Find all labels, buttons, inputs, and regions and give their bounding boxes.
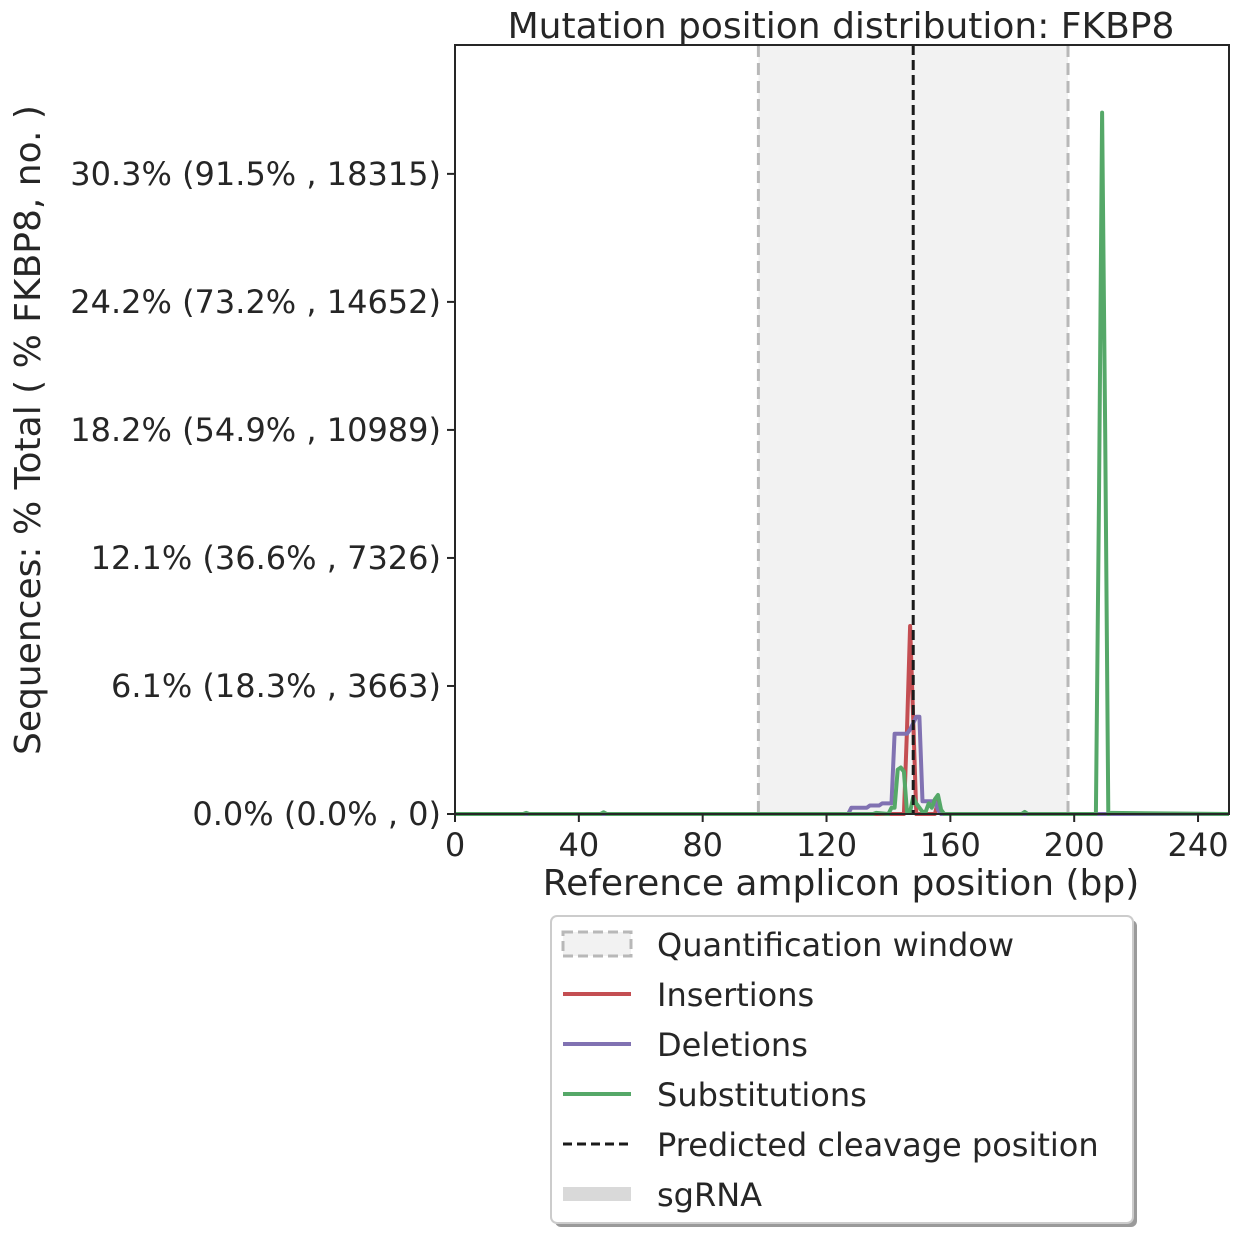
x-tick-label: 160 xyxy=(920,826,981,864)
legend-swatch xyxy=(563,1187,631,1201)
y-tick-label: 0.0% (0.0% , 0) xyxy=(192,795,441,833)
legend-box xyxy=(550,915,1134,1224)
y-axis-label: Sequences: % Total ( % FKBP8, no. ) xyxy=(8,105,49,755)
x-tick-label: 240 xyxy=(1168,826,1229,864)
plot-area: 0 40 80 120 160 200 240 0.0% (0.0% , 0) 6.1% (18… xyxy=(70,44,1230,864)
y-tick-label: 6.1% (18.3% , 3663) xyxy=(111,667,441,705)
legend-label: Deletions xyxy=(657,1026,808,1064)
legend-label: Insertions xyxy=(657,976,814,1014)
legend-label: Quantification window xyxy=(657,926,1014,964)
x-tick-label: 120 xyxy=(796,826,857,864)
x-tick-label: 80 xyxy=(682,826,723,864)
x-tick-label: 40 xyxy=(558,826,599,864)
y-tick-label: 12.1% (36.6% , 7326) xyxy=(91,539,441,577)
y-tick-label: 30.3% (91.5% , 18315) xyxy=(70,155,441,193)
y-tick-label: 24.2% (73.2% , 14652) xyxy=(70,283,441,321)
chart-title: Mutation position distribution: FKBP8 xyxy=(508,6,1175,47)
x-tick-label: 0 xyxy=(445,826,465,864)
x-axis-label: Reference amplicon position (bp) xyxy=(543,863,1140,904)
legend: Quantification window Insertions Deletions… xyxy=(550,915,1137,1227)
legend-label: Predicted cleavage position xyxy=(657,1126,1099,1164)
y-tick-label: 18.2% (54.9% , 10989) xyxy=(70,411,441,449)
x-tick-label: 200 xyxy=(1044,826,1105,864)
legend-label: Substitutions xyxy=(657,1076,867,1114)
y-axis-label-group: Sequences: % Total ( % FKBP8, no. ) xyxy=(8,105,49,755)
legend-swatch xyxy=(561,930,633,958)
legend-label: sgRNA xyxy=(657,1176,762,1214)
